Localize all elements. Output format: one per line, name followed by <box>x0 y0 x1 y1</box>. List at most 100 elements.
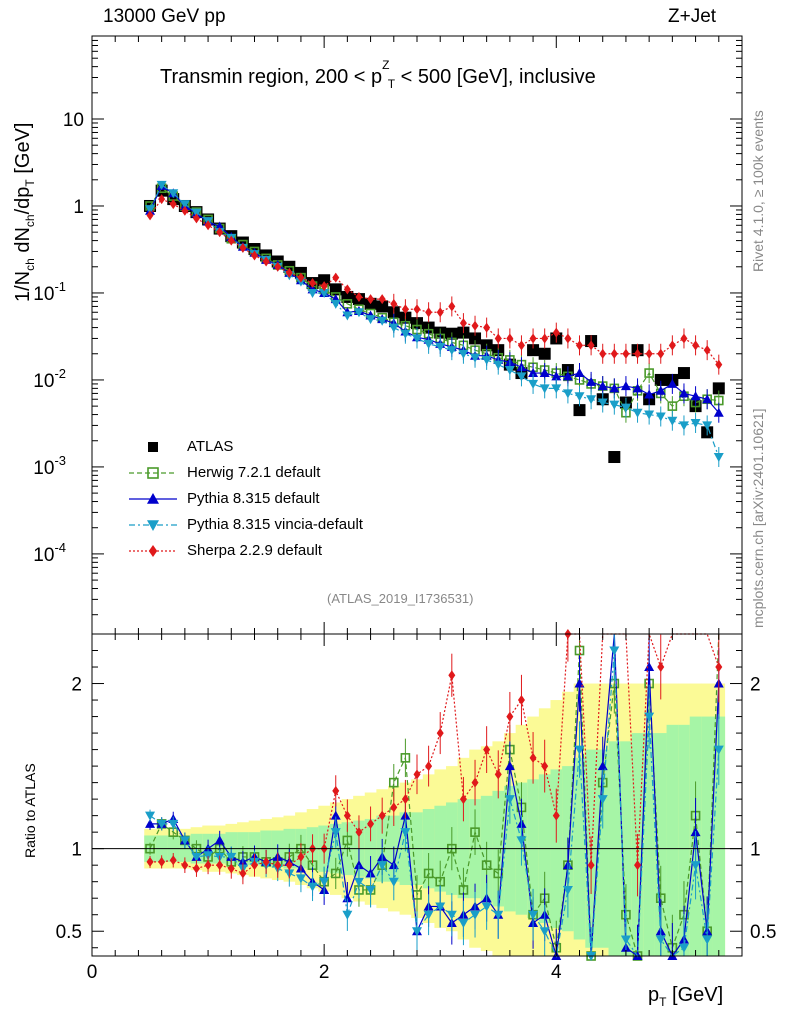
legend-entry-atlas: ATLAS <box>187 438 234 455</box>
data-point-pythia <box>632 383 643 393</box>
ratio-point-herwig <box>342 835 353 846</box>
y-axis-label: 1/Nch dNch/dpT [GeV] <box>12 122 37 302</box>
ratio-point-sherpa <box>587 860 595 871</box>
data-point-sherpa <box>715 359 723 370</box>
ratio-point-vincia <box>504 795 515 805</box>
data-point-sherpa <box>227 235 235 246</box>
ratio-tick-label-left: 0.5 <box>56 922 82 943</box>
data-point-sherpa <box>181 205 189 216</box>
data-point-vincia <box>319 288 330 298</box>
ratio-point-vincia <box>713 745 724 755</box>
data-point-vincia <box>516 372 527 382</box>
series-line-pythia <box>149 185 720 414</box>
data-point-sherpa <box>436 307 444 318</box>
data-point-sherpa <box>564 333 572 344</box>
data-point-vincia <box>330 299 341 309</box>
data-point-pythia <box>655 385 666 395</box>
ratio-point-vincia <box>400 828 411 838</box>
y-tick-label: 10 <box>63 110 84 131</box>
ratio-point-sherpa <box>471 777 479 788</box>
data-point-sherpa <box>506 333 514 344</box>
ratio-uncertainty-bands <box>144 683 726 956</box>
data-point-sherpa <box>309 278 317 289</box>
legend-marker-vincia <box>147 520 159 531</box>
data-point-sherpa <box>517 340 525 351</box>
ratio-point-sherpa <box>715 662 723 673</box>
ratio-point-sherpa <box>181 860 189 871</box>
data-point-vincia <box>377 316 388 326</box>
ratio-point-sherpa <box>355 827 363 838</box>
data-point-pythia <box>644 389 655 399</box>
data-point-sherpa <box>204 220 212 231</box>
series-line-sherpa <box>149 198 720 366</box>
data-point-vincia <box>342 311 353 321</box>
data-point-vincia <box>353 308 364 318</box>
data-point-sherpa <box>610 348 618 359</box>
data-point-sherpa <box>146 210 154 221</box>
x-tick-label: 0 <box>87 962 98 983</box>
data-point-pythia <box>562 371 573 381</box>
data-point-vincia <box>412 334 422 344</box>
data-point-vincia <box>191 208 202 218</box>
data-point-vincia <box>179 200 190 210</box>
ratio-point-vincia <box>319 877 330 887</box>
data-point-sherpa <box>459 318 467 329</box>
ratio-point-vincia <box>377 861 388 871</box>
ratio-point-vincia <box>446 910 457 920</box>
data-point-pythia <box>528 368 539 378</box>
ratio-point-vincia <box>493 910 504 920</box>
data-point-vincia <box>145 205 156 215</box>
data-point-vincia <box>562 389 573 399</box>
ratio-point-sherpa <box>390 802 398 813</box>
ratio-point-vincia <box>458 918 469 928</box>
data-point-atlas <box>573 404 586 417</box>
data-point-vincia <box>667 416 678 426</box>
data-point-sherpa <box>320 281 328 292</box>
ratio-point-sherpa <box>146 856 154 867</box>
ratio-band-inner <box>678 724 691 956</box>
ratio-point-vincia <box>470 910 481 920</box>
main-plot-series <box>144 180 725 468</box>
analysis-tag: (ATLAS_2019_I1736531) <box>327 591 474 606</box>
data-point-sherpa <box>355 291 363 302</box>
rivet-version-label: Rivet 4.1.0, ≥ 100k events <box>750 110 766 272</box>
data-point-vincia <box>702 421 713 431</box>
data-point-vincia <box>678 421 689 431</box>
data-point-atlas <box>376 300 389 313</box>
data-point-sherpa <box>587 340 595 351</box>
data-point-sherpa <box>680 333 688 344</box>
data-point-sherpa <box>251 250 258 261</box>
data-point-sherpa <box>668 340 676 351</box>
ratio-point-vincia <box>179 836 190 846</box>
data-point-vincia <box>446 346 457 356</box>
data-point-vincia <box>655 412 666 422</box>
legend-marker-pythia <box>147 493 159 504</box>
data-point-vincia <box>713 453 724 463</box>
data-point-pythia <box>667 378 678 388</box>
data-point-sherpa <box>285 267 293 278</box>
data-point-vincia <box>632 408 643 418</box>
ratio-band-inner <box>666 724 679 956</box>
data-point-sherpa <box>692 340 700 351</box>
ratio-point-sherpa <box>227 863 235 874</box>
beam-energy-label: 13000 GeV pp <box>103 6 226 27</box>
data-point-sherpa <box>158 194 166 205</box>
legend-marker-atlas <box>148 442 158 452</box>
data-point-vincia <box>609 400 620 410</box>
data-point-sherpa <box>483 322 491 333</box>
ratio-point-sherpa <box>436 728 444 739</box>
data-point-sherpa <box>390 298 398 309</box>
ratio-point-herwig <box>574 645 585 656</box>
ratio-point-pythia <box>353 860 364 870</box>
ratio-point-sherpa <box>367 818 375 829</box>
ratio-point-sherpa <box>483 744 491 755</box>
plot-axes: 0 2 4 10 1 10-1 10-2 10-3 10-4 0.5 0.5 1 1 2 2 <box>33 35 776 983</box>
ratio-point-vincia <box>644 712 655 722</box>
ratio-point-vincia <box>539 927 550 937</box>
data-point-sherpa <box>622 348 630 359</box>
y-tick-label: 10-4 <box>33 540 66 566</box>
series-line-herwig <box>149 187 719 415</box>
data-point-sherpa <box>401 304 409 315</box>
ratio-point-vincia <box>702 935 713 945</box>
ratio-point-vincia <box>690 861 701 871</box>
